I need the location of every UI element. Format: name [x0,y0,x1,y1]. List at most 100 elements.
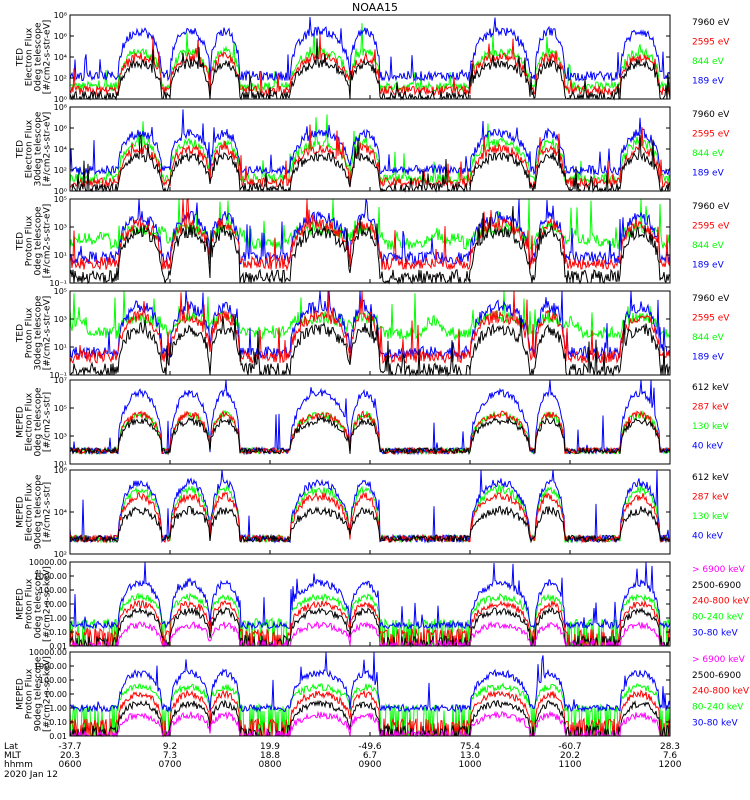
legend-entry: 130 keV [692,512,729,522]
series-red-panel-2 [69,124,671,189]
x-tick-lat: 9.2 [163,742,177,752]
y-tick-label: 10000.00 [29,648,67,657]
y-axis-label: TEDElectron Flux0deg telescope[#/cm2-s-s… [16,20,53,95]
y-tick-label: 1000.00 [34,572,67,581]
y-axis-label-line: [#/cm2-s-sr-keV] [43,566,53,642]
x-tick-hhmm: 1100 [559,760,582,770]
legend-entry: 612 keV [692,383,729,393]
series-black-panel-3 [69,206,671,285]
y-axis-label: MEPEDElectron Flux90deg telescope[#/cm2-… [16,474,53,549]
y-tick-label: 10⁴ [54,145,67,154]
y-axis-label-line: 0deg telescope [34,569,44,639]
y-axis-label-line: TED [16,232,26,251]
y-tick-label: 10⁴ [54,508,67,517]
y-axis-label: MEPEDElectron Flux0deg telescope[#/cm2-s… [16,387,53,457]
series-red-panel-1 [69,34,671,97]
y-axis-label-line: [#/cm2-s-sr-keV] [43,656,53,732]
series-green-panel-3 [69,198,671,252]
y-tick-label: 10³ [54,432,67,441]
x-tick-lat: -60.7 [558,742,581,752]
legend-entry: 130 keV [692,422,729,432]
y-tick-label: 0.01 [49,732,67,741]
y-axis-label-line: [#/cm2-s-str-eV] [43,204,53,279]
x-tick-hhmm: 0700 [159,760,182,770]
y-axis-label-line: MEPED [16,588,26,620]
y-axis-label: TEDProton Flux30deg telescope[#/cm2-s-st… [16,295,53,370]
x-tick-hhmm: 0600 [59,760,82,770]
y-tick-label: 10³ [54,223,67,232]
y-tick-label: 10⁸ [54,11,67,20]
legend-entry: 844 eV [692,149,725,159]
y-axis-label-line: Proton Flux [25,578,35,629]
x-tick-mlt: 7.6 [663,751,678,761]
x-tick-mlt: 13.0 [460,751,480,761]
series-black-panel-5 [70,415,671,456]
legend-entry: 2595 eV [692,38,730,48]
y-axis-label-line: MEPED [16,678,26,710]
x-tick-lat: 28.3 [660,742,680,752]
x-tick-mlt: 6.7 [363,751,377,761]
y-tick-label: 10⁻¹ [49,371,67,380]
series-green-panel-7 [69,592,671,647]
y-axis-label-line: [#/cm2-s-str] [43,392,53,452]
series-blue-panel-6 [69,469,671,544]
y-tick-label: 1.00 [49,614,67,623]
y-tick-label: 1000.00 [34,662,67,671]
y-tick-label: 10² [54,550,67,559]
legend-entry: 7960 eV [692,202,730,212]
legend-entry: 40 keV [692,442,724,452]
y-tick-label: 10⁰ [54,95,67,104]
y-axis-label-line: Electron Flux [25,482,35,541]
legend-entry: 7960 eV [692,110,730,120]
y-axis-label-line: TED [16,140,26,159]
legend-entry: 2595 eV [692,222,730,232]
y-tick-label: 10¹ [54,343,67,352]
y-axis-label-line: Proton Flux [25,215,35,266]
x-row-label: Lat [4,742,19,752]
legend-entry: 2500-6900 [692,671,741,681]
y-tick-label: 10.00 [44,690,67,699]
y-tick-label: 100.00 [39,676,67,685]
y-tick-label: 1.00 [49,704,67,713]
y-axis-label-line: Electron Flux [25,119,35,178]
legend-entry: 2595 eV [692,314,730,324]
y-axis-label: TEDProton Flux0deg telescope[#/cm2-s-str… [16,204,53,279]
y-axis-label-line: 30deg telescope [34,111,44,186]
y-tick-label: 100.00 [39,586,67,595]
legend-entry: 40 keV [692,532,724,542]
legend-entry: 2500-6900 [692,581,741,591]
panel-7: 0.010.101.0010.00100.001000.0010000.00ME… [16,558,750,651]
legend-entry: 844 eV [692,241,725,251]
x-tick-hhmm: 0800 [259,760,282,770]
legend-entry: 287 keV [692,403,729,413]
y-tick-label: 10⁰ [54,187,67,196]
y-axis-label-line: 0deg telescope [34,206,44,276]
legend-entry: 189 eV [692,353,725,363]
y-axis-label-line: TED [16,48,26,67]
y-axis-label-line: Proton Flux [25,668,35,719]
y-tick-label: 10⁶ [54,124,67,133]
y-tick-label: 10⁵ [54,287,67,296]
series-blue-panel-4 [69,290,671,361]
y-tick-label: 10¹ [54,460,67,469]
legend-entry: 7960 eV [692,18,730,28]
series-blue-panel-8 [69,651,671,714]
series-blue-panel-1 [69,16,671,83]
y-axis-label-line: [#/cm2-s-str-eV] [43,112,53,187]
y-axis-label-line: TED [16,324,26,343]
legend-entry: 844 eV [692,57,725,67]
y-axis-label-line: 0deg telescope [34,387,44,457]
legend-entry: > 6900 keV [692,655,746,665]
x-tick-lat: -37.7 [58,742,81,752]
y-tick-label: 10⁸ [54,103,67,112]
y-tick-label: 10000.00 [29,558,67,567]
y-axis-label-line: [#/cm2-s-str] [43,482,53,542]
legend-entry: 2595 eV [692,130,730,140]
